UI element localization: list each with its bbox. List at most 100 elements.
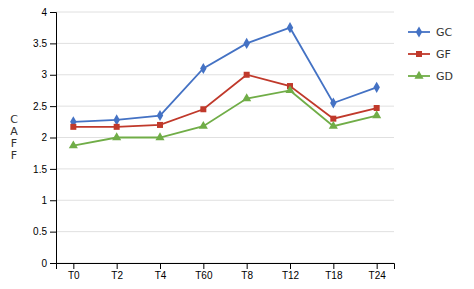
tick: 2 <box>41 132 56 143</box>
tick-mark <box>160 263 161 269</box>
plot: 0 0.5 1 1.5 2 2.5 3 3.5 4 T0 T2 T4 T60 T8 T12 T18 T24 <box>33 7 394 281</box>
point <box>244 72 250 78</box>
axis-line <box>57 264 395 270</box>
legend-marker <box>416 26 422 37</box>
series <box>70 72 379 130</box>
tick-mark <box>117 263 118 269</box>
tick: T0 <box>68 263 80 281</box>
tick-mark <box>73 263 74 269</box>
tick-label: T18 <box>325 270 343 281</box>
grid-line <box>56 43 394 44</box>
tick: T8 <box>241 263 253 281</box>
tick-label: 1.5 <box>33 164 47 175</box>
tick-mark <box>377 263 378 269</box>
tick: 0.5 <box>33 226 56 237</box>
grid-line <box>56 231 394 232</box>
legend-marker <box>414 71 423 79</box>
point <box>155 132 164 140</box>
axis-line <box>50 13 57 264</box>
series <box>69 85 381 148</box>
tick-label: 4 <box>41 7 47 18</box>
point <box>330 97 336 108</box>
tick: 0 <box>41 258 56 269</box>
tick: T4 <box>155 263 167 281</box>
tick-label: T8 <box>241 270 253 281</box>
tick-label: 2.5 <box>33 101 47 112</box>
tick-label: 3.5 <box>33 38 47 49</box>
tick: 4 <box>41 7 56 18</box>
tick-label: T2 <box>111 270 123 281</box>
point <box>200 106 206 112</box>
line <box>73 28 376 122</box>
point <box>112 132 121 140</box>
tick-mark <box>50 75 56 76</box>
legend: GC GF GD <box>408 26 453 83</box>
tick: 1.5 <box>33 164 56 175</box>
tick-label: 3 <box>41 69 47 80</box>
point <box>242 93 251 101</box>
tick: 3.5 <box>33 38 56 49</box>
grid-line <box>56 106 394 107</box>
tick-label: T12 <box>282 270 300 281</box>
tick-label: T4 <box>155 270 167 281</box>
tick: 3 <box>41 69 56 80</box>
tick: 2.5 <box>33 101 56 112</box>
point <box>374 105 380 111</box>
tick-mark <box>50 106 56 107</box>
grid-line <box>56 12 394 13</box>
tick: T18 <box>325 263 343 281</box>
point <box>285 85 294 93</box>
point <box>157 122 163 128</box>
grid-line <box>56 168 394 169</box>
y-axis: 0 0.5 1 1.5 2 2.5 3 3.5 4 <box>33 7 56 269</box>
legend-item: GC <box>408 26 453 39</box>
point <box>373 82 379 93</box>
line <box>73 90 376 145</box>
tick: T24 <box>369 263 387 281</box>
tick-mark <box>290 263 291 269</box>
point <box>287 22 293 33</box>
tick-mark <box>50 12 56 13</box>
tick-mark <box>50 138 56 139</box>
point <box>243 38 249 49</box>
tick-label: 0.5 <box>33 226 47 237</box>
tick-mark <box>50 232 56 233</box>
grid-line <box>56 74 394 75</box>
tick-mark <box>50 263 56 264</box>
point <box>70 124 76 130</box>
legend-item: GD <box>408 70 453 83</box>
legend-marker <box>416 51 422 57</box>
tick-label: 0 <box>41 258 47 269</box>
tick-label: 1 <box>41 195 47 206</box>
legend-label: GC <box>436 26 453 39</box>
x-axis: T0 T2 T4 T60 T8 T12 T18 T24 <box>57 263 395 281</box>
grid-line <box>56 200 394 201</box>
tick: T2 <box>111 263 123 281</box>
legend-item: GF <box>408 48 451 61</box>
point <box>114 124 120 130</box>
tick-label: 2 <box>41 132 47 143</box>
tick-mark <box>50 200 56 201</box>
grid-line <box>56 137 394 138</box>
tick-mark <box>50 43 56 44</box>
point <box>69 140 78 148</box>
tick: T60 <box>195 263 213 281</box>
tick: T12 <box>282 263 300 281</box>
point <box>329 121 338 129</box>
tick-mark <box>247 263 248 269</box>
legend-label: GD <box>436 70 453 83</box>
grid <box>56 12 394 263</box>
axis-title: CAFF <box>10 113 18 162</box>
tick: 1 <box>41 195 56 206</box>
point <box>372 110 381 118</box>
tick-label: T24 <box>369 270 387 281</box>
point <box>157 110 163 121</box>
tick-mark <box>333 263 334 269</box>
point <box>200 63 206 74</box>
line <box>73 75 376 127</box>
chart: 0 0.5 1 1.5 2 2.5 3 3.5 4 T0 T2 T4 T60 T8 T12 T18 T24 CAF… <box>0 0 474 289</box>
legend-label: GF <box>436 48 451 61</box>
point <box>199 121 208 129</box>
marks <box>69 22 381 148</box>
point <box>330 116 336 122</box>
